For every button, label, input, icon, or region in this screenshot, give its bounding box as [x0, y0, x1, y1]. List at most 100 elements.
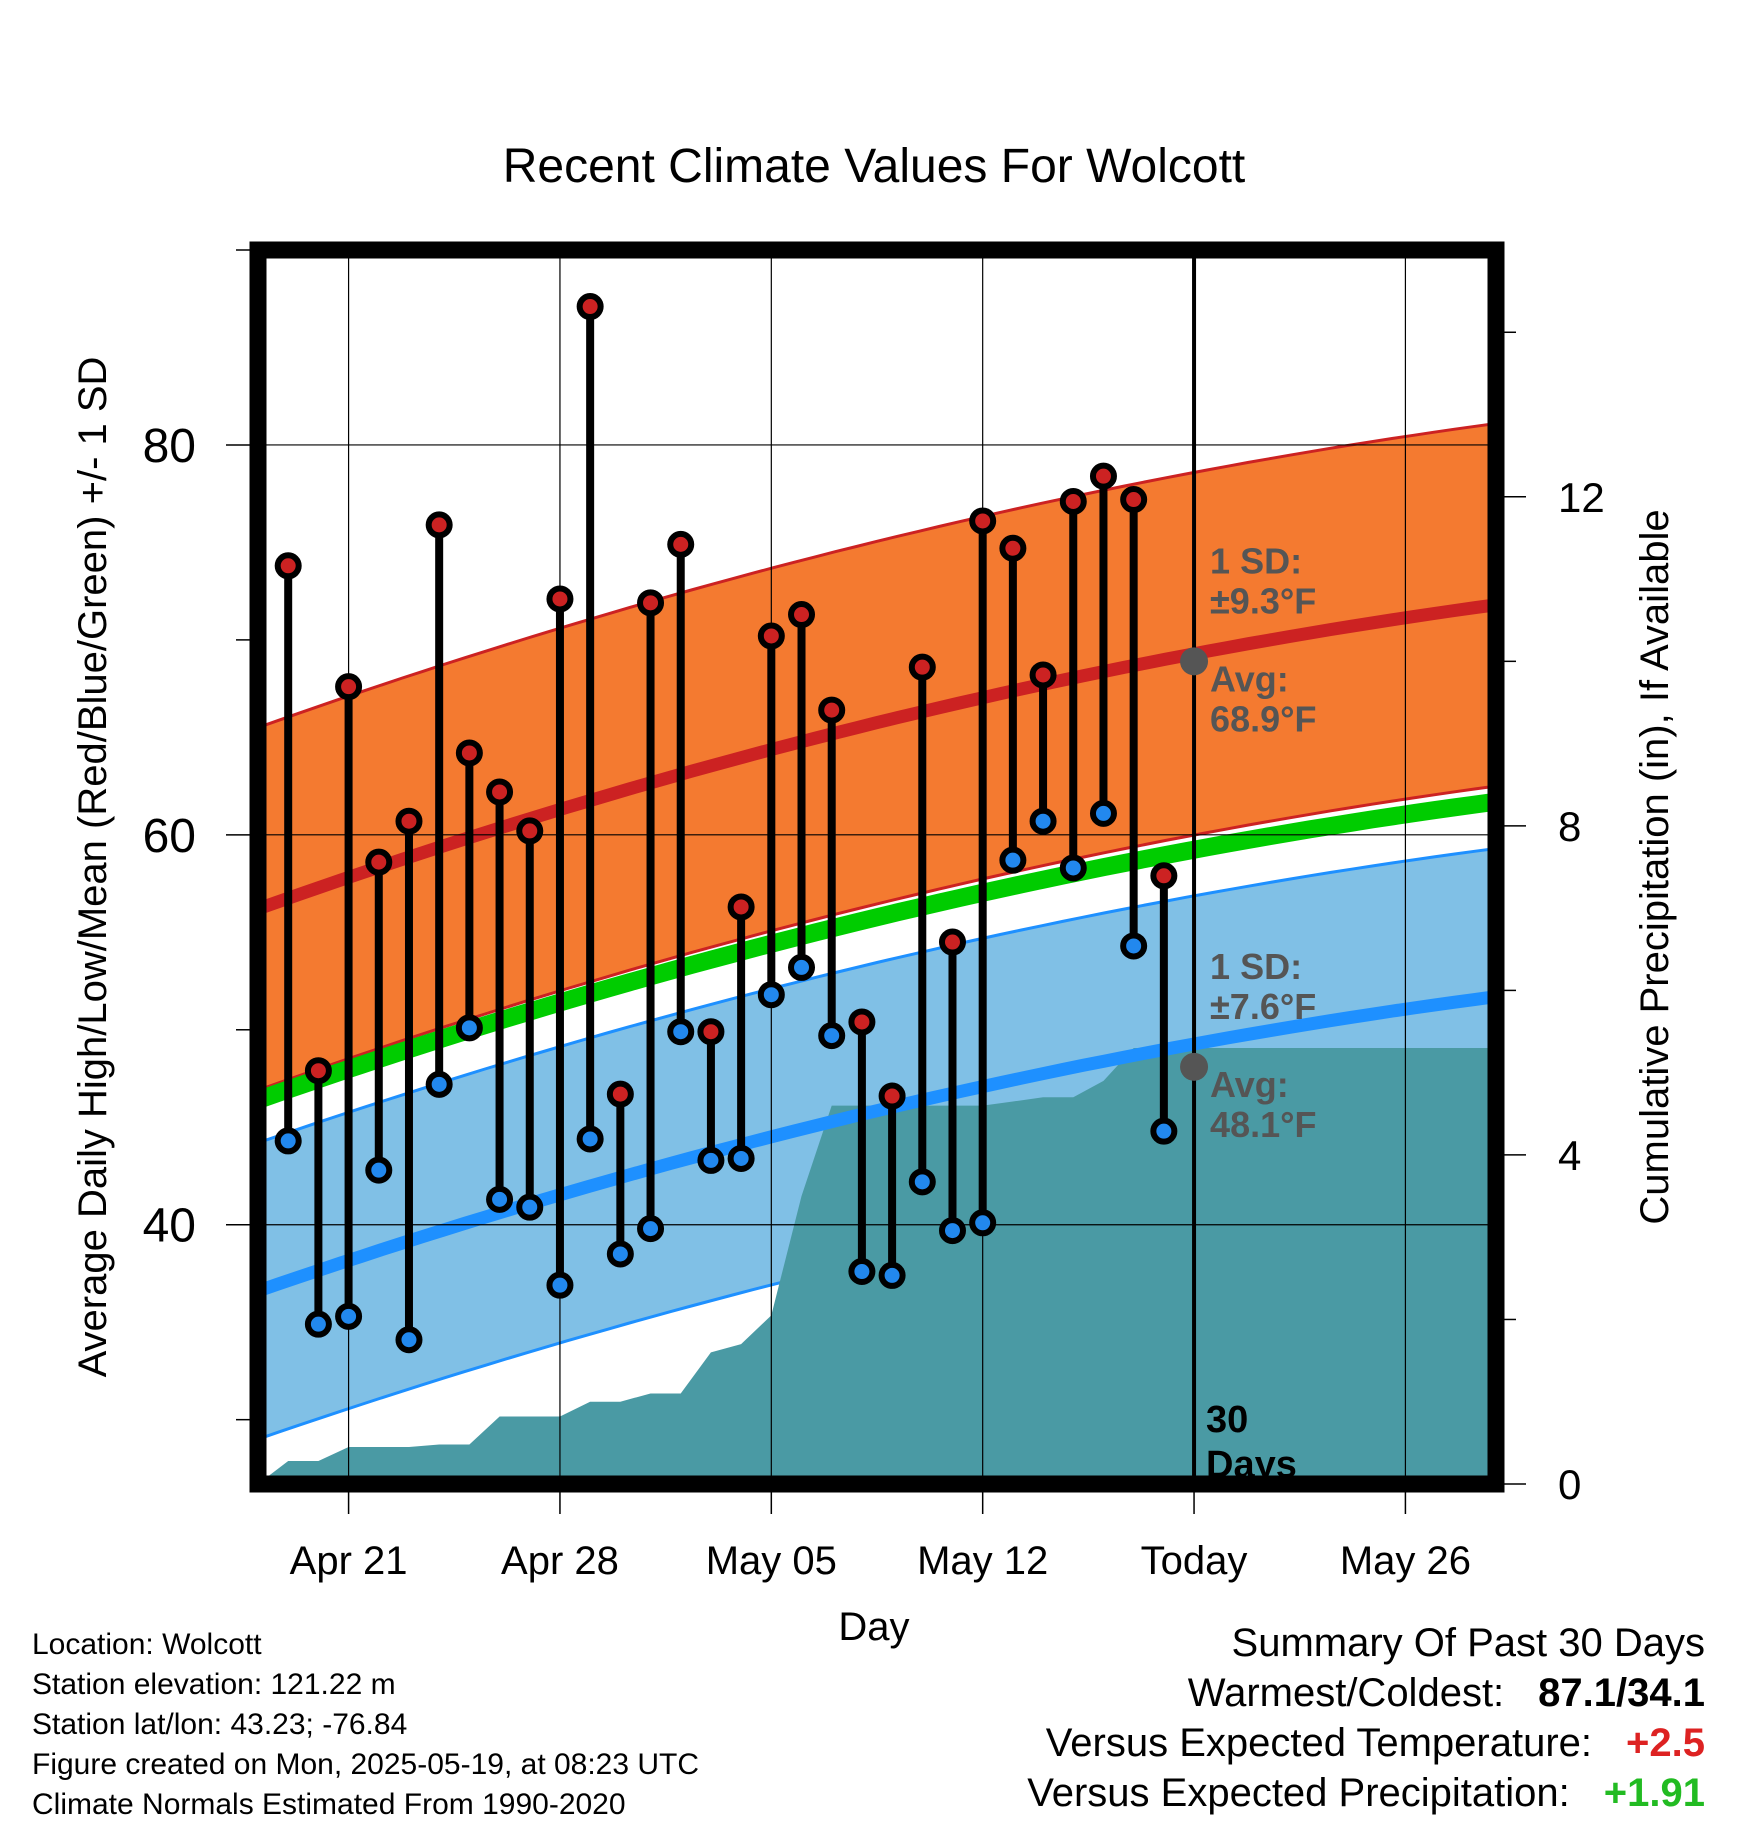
today-low-avg-marker	[1180, 1052, 1209, 1081]
daily-high-point	[908, 653, 936, 681]
daily-low-point	[606, 1240, 634, 1268]
daily-low-point	[757, 981, 785, 1009]
x-tick-label: May 26	[1340, 1539, 1471, 1583]
low-avg-annotation: Avg:	[1210, 1064, 1289, 1105]
daily-high-point	[938, 928, 966, 956]
daily-high-point	[546, 585, 574, 613]
station-info: Location: Wolcott Station elevation: 121…	[32, 1625, 699, 1825]
daily-low-point	[878, 1261, 906, 1289]
daily-low-point	[667, 1018, 695, 1046]
daily-high-point	[637, 589, 665, 617]
daily-low-point	[274, 1127, 302, 1155]
x-tick-label: Apr 28	[501, 1539, 619, 1583]
daily-low-point	[999, 846, 1027, 874]
daily-low-point	[335, 1302, 363, 1330]
daily-low-point	[788, 953, 816, 981]
low-sd-upper-edge	[258, 847, 1496, 1145]
warmest-coldest-row: Warmest/Coldest: 87.1/34.1	[1027, 1668, 1705, 1718]
daily-low-point	[395, 1326, 423, 1354]
y-tick-label: 40	[143, 1200, 196, 1253]
y-axis-label: Average Daily High/Low/Mean (Red/Blue/Gr…	[71, 357, 115, 1378]
daily-high-point	[1150, 862, 1178, 890]
x-tick-label: May 12	[917, 1539, 1048, 1583]
daily-high-point	[848, 1008, 876, 1036]
daily-low-point	[425, 1070, 453, 1098]
y-tick-label: 60	[143, 810, 196, 863]
latlon-text: Station lat/lon: 43.23; -76.84	[32, 1708, 408, 1741]
daily-low-point	[727, 1144, 755, 1172]
high-sd-annotation: ±9.3°F	[1210, 580, 1316, 621]
daily-high-point	[667, 530, 695, 558]
x-tick-label: Apr 21	[290, 1539, 408, 1583]
normal-high-line	[258, 598, 1496, 916]
y2-tick-label: 4	[1558, 1132, 1581, 1179]
daily-low-point	[1120, 932, 1148, 960]
high-avg-annotation: Avg:	[1210, 658, 1289, 699]
y2-tick-label: 12	[1558, 474, 1605, 521]
daily-high-point	[486, 778, 514, 806]
warmest-coldest-value: 87.1/34.1	[1538, 1671, 1705, 1715]
x-tick-label: Today	[1141, 1539, 1248, 1583]
high-sd-band	[258, 423, 1496, 1091]
y2-axis-label: Cumulative Precipitation (in), If Availa…	[1633, 509, 1677, 1224]
daily-high-point	[818, 696, 846, 724]
daily-high-point	[425, 511, 453, 539]
daily-high-point	[516, 817, 544, 845]
daily-low-point	[516, 1193, 544, 1221]
y2-tick-label: 8	[1558, 803, 1581, 850]
y2-tick-label: 0	[1558, 1461, 1581, 1508]
temperature-departure-row: Versus Expected Temperature: +2.5	[1027, 1718, 1705, 1768]
daily-high-point	[999, 534, 1027, 562]
daily-low-point	[969, 1209, 997, 1237]
elevation-text: Station elevation: 121.22 m	[32, 1668, 396, 1701]
daily-low-point	[697, 1146, 725, 1174]
precipitation-departure-value: +1.91	[1603, 1771, 1705, 1815]
daily-high-point	[1120, 486, 1148, 514]
daily-low-point	[1029, 807, 1057, 835]
daily-low-point	[455, 1014, 483, 1042]
x-tick-label: May 05	[706, 1539, 837, 1583]
chart-title: Recent Climate Values For Wolcott	[503, 140, 1246, 193]
daily-low-point	[637, 1215, 665, 1243]
window-days-label: 30	[1206, 1399, 1248, 1441]
daily-low-point	[576, 1125, 604, 1153]
daily-low-point	[365, 1156, 393, 1184]
precipitation-departure-label: Versus Expected Precipitation:	[1027, 1771, 1570, 1815]
x-axis-label: Day	[838, 1605, 909, 1649]
daily-high-point	[788, 601, 816, 629]
temperature-departure-label: Versus Expected Temperature:	[1045, 1721, 1593, 1765]
daily-low-point	[908, 1168, 936, 1196]
daily-high-point	[304, 1057, 332, 1085]
daily-low-point	[938, 1217, 966, 1245]
daily-high-point	[455, 739, 483, 767]
daily-high-point	[606, 1080, 634, 1108]
daily-low-point	[486, 1185, 514, 1213]
daily-high-point	[365, 848, 393, 876]
high-sd-annotation: 1 SD:	[1210, 540, 1302, 581]
precipitation-departure-row: Versus Expected Precipitation: +1.91	[1027, 1768, 1705, 1818]
created-text: Figure created on Mon, 2025-05-19, at 08…	[32, 1748, 700, 1781]
window-days-label: Days	[1206, 1444, 1297, 1486]
daily-low-point	[1150, 1117, 1178, 1145]
daily-low-point	[818, 1022, 846, 1050]
daily-high-point	[274, 552, 302, 580]
temperature-departure-value: +2.5	[1626, 1721, 1705, 1765]
daily-high-point	[1059, 487, 1087, 515]
normal-low-line	[258, 990, 1496, 1298]
low-sd-annotation: 1 SD:	[1210, 946, 1302, 987]
daily-high-point	[576, 293, 604, 321]
daily-low-point	[1089, 799, 1117, 827]
low-sd-annotation: ±7.6°F	[1210, 986, 1316, 1027]
daily-high-point	[1089, 462, 1117, 490]
daily-low-point	[304, 1310, 332, 1338]
daily-high-point	[1029, 661, 1057, 689]
high-avg-annotation: 68.9°F	[1210, 698, 1316, 739]
daily-high-point	[335, 673, 363, 701]
daily-high-point	[757, 622, 785, 650]
daily-high-point	[395, 807, 423, 835]
high-sd-upper-edge	[258, 422, 1496, 730]
summary-panel: Summary Of Past 30 Days Warmest/Coldest:…	[1027, 1618, 1705, 1818]
normals-text: Climate Normals Estimated From 1990-2020	[32, 1788, 626, 1821]
location-text: Location: Wolcott	[32, 1628, 262, 1661]
